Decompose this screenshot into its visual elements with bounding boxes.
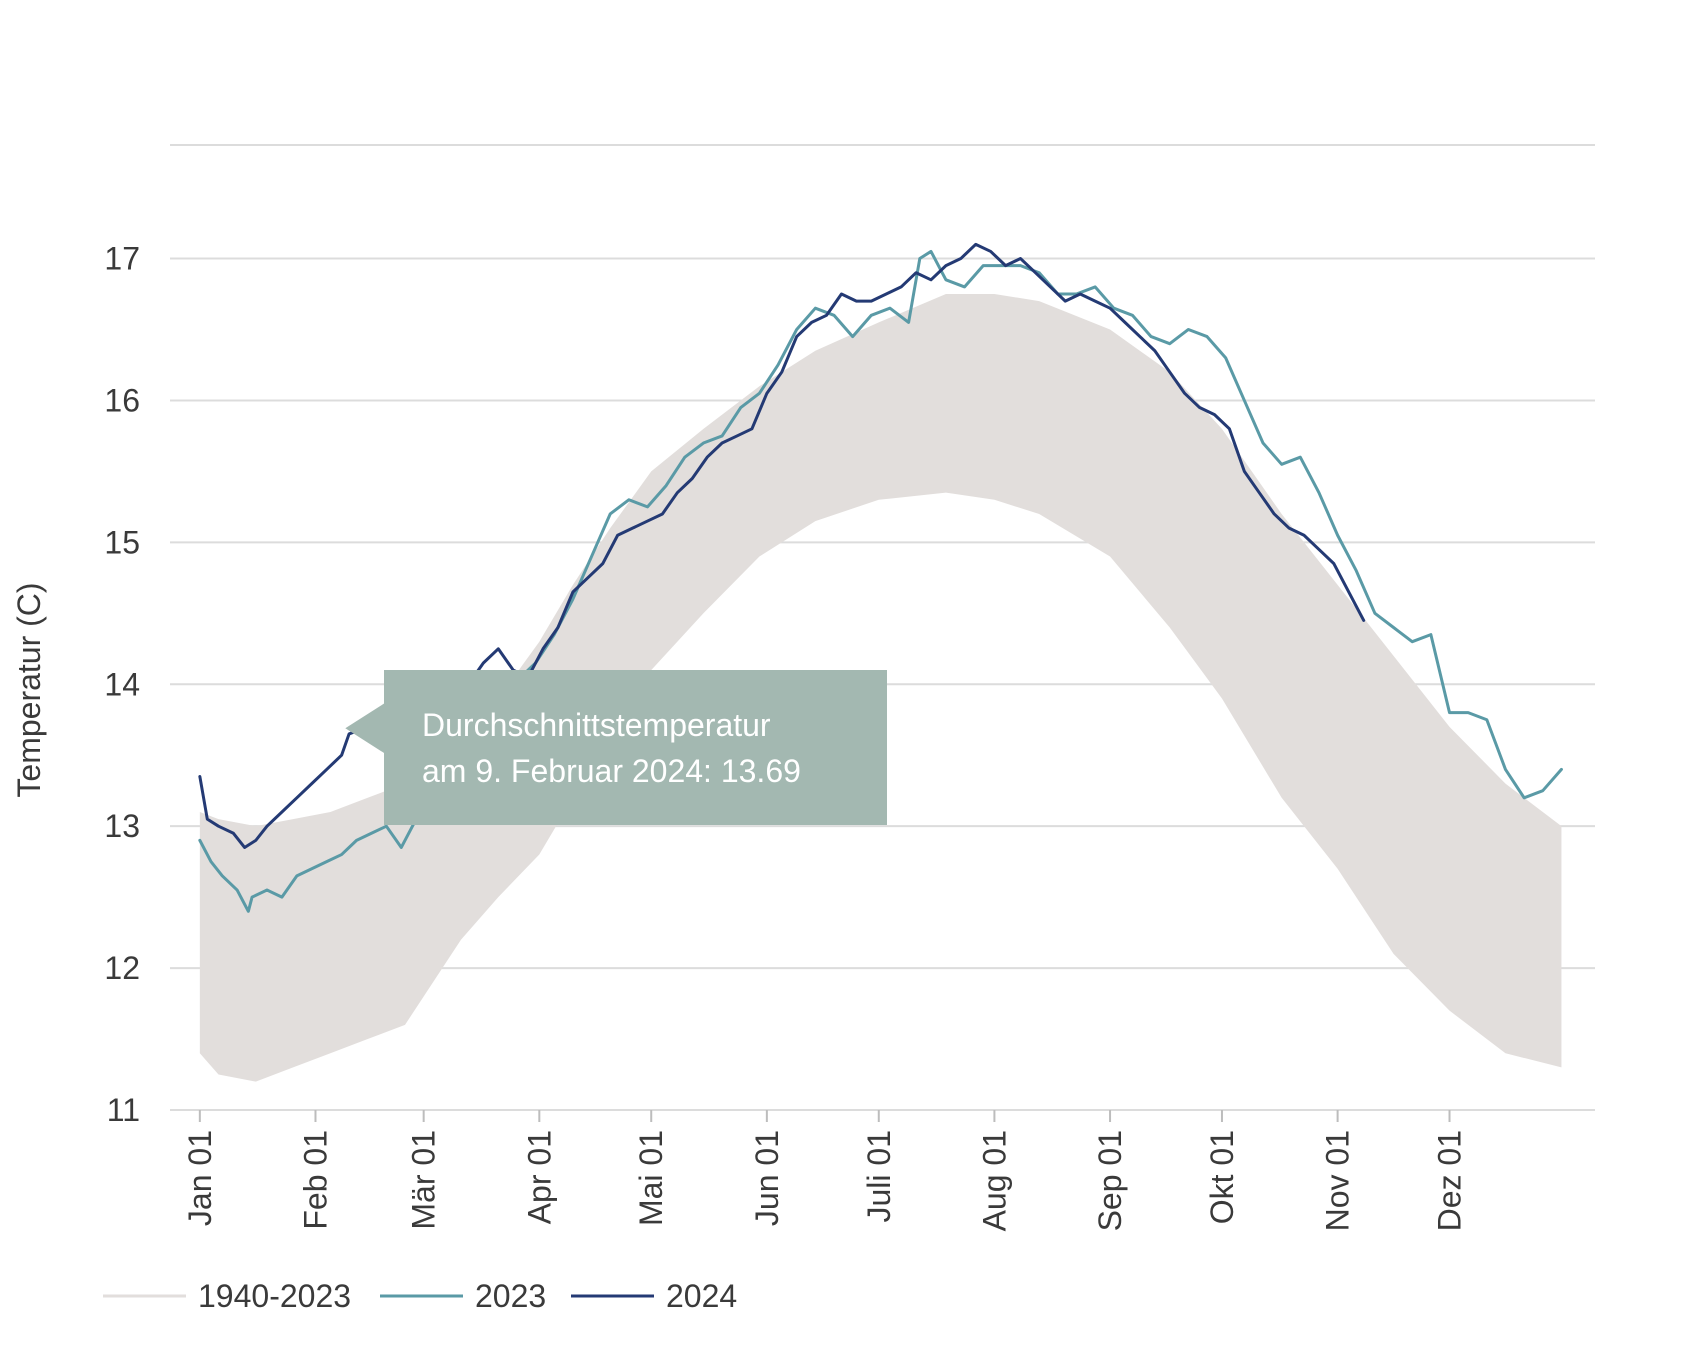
series-line-2023 [198, 249, 1563, 913]
x-axis-ticks: Jan 01 Feb 01 Mär 01 Apr 01 Mai 01 Jun 01 Juli… [182, 1110, 1468, 1231]
y-tick-label: 17 [104, 241, 140, 277]
x-tick-label: Apr 01 [521, 1130, 557, 1224]
band-area-1940-2023 [199, 294, 1562, 1082]
x-tick-label: Jun 01 [749, 1130, 785, 1226]
legend: 1940-2023 2023 2024 [103, 1278, 737, 1314]
y-tick-label: 14 [104, 666, 140, 702]
tooltip-line-1: Durchschnittstemperatur [422, 707, 771, 743]
tooltip-line-2: am 9. Februar 2024: 13.69 [422, 753, 801, 789]
x-tick-label: Mär 01 [406, 1130, 442, 1230]
x-tick-label: Sep 01 [1092, 1130, 1128, 1231]
x-tick-label: Okt 01 [1204, 1130, 1240, 1224]
legend-label-2024: 2024 [666, 1278, 737, 1314]
x-tick-label: Feb 01 [297, 1130, 333, 1230]
legend-label-2023: 2023 [475, 1278, 546, 1314]
x-tick-label: Jan 01 [182, 1130, 218, 1226]
annotation-tooltip: Durchschnittstemperatur am 9. Februar 20… [345, 670, 887, 825]
x-tick-label: Dez 01 [1432, 1130, 1468, 1231]
x-tick-label: Aug 01 [976, 1130, 1012, 1231]
y-tick-label: 11 [107, 1092, 140, 1128]
tooltip-arrow [345, 702, 386, 755]
historical-range-band [199, 294, 1562, 1082]
x-tick-label: Juli 01 [861, 1130, 897, 1223]
y-tick-label: 16 [104, 382, 140, 418]
x-tick-label: Mai 01 [633, 1130, 669, 1226]
legend-label-1940-2023: 1940-2023 [198, 1278, 351, 1314]
y-axis-ticks: 11 12 13 14 15 16 17 [104, 241, 140, 1128]
y-tick-label: 12 [104, 950, 140, 986]
y-axis-title: Temperatur (C) [11, 582, 47, 797]
tooltip-box [384, 670, 887, 825]
y-tick-label: 13 [104, 808, 140, 844]
x-tick-label: Nov 01 [1320, 1130, 1356, 1231]
y-tick-label: 15 [104, 524, 140, 560]
